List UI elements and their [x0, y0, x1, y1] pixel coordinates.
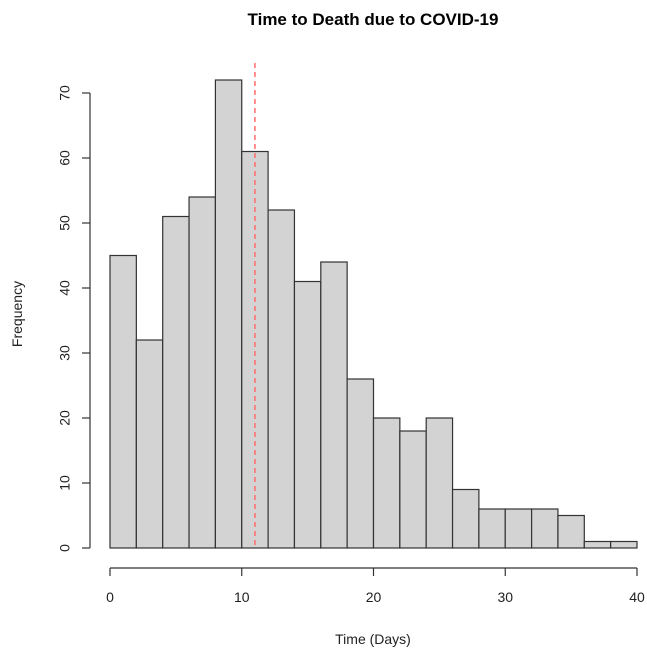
bars-group	[109, 79, 638, 549]
y-tick-label: 20	[57, 410, 73, 426]
y-tick-label: 40	[57, 280, 73, 296]
histogram-bar	[293, 280, 322, 549]
y-tick-label: 10	[57, 475, 73, 491]
x-axis-label: Time (Days)	[335, 631, 411, 647]
y-tick-label: 60	[57, 150, 73, 166]
histogram-bar	[478, 508, 506, 549]
y-tick-label: 50	[57, 215, 73, 231]
histogram-bar	[346, 378, 375, 549]
histogram-bar	[583, 540, 612, 549]
histogram-bar	[557, 514, 585, 549]
chart-title: Time to Death due to COVID-19	[248, 10, 499, 29]
histogram-bar	[372, 417, 401, 549]
x-tick-label: 10	[234, 589, 250, 605]
y-tick-label: 30	[57, 345, 73, 361]
histogram-bar	[320, 261, 348, 549]
histogram-bar	[162, 215, 190, 549]
y-axis: 0 10 20 30 40 50 60 70	[57, 85, 91, 552]
histogram-bar	[109, 254, 137, 549]
x-tick-label: 0	[106, 589, 114, 605]
x-tick-label: 20	[366, 589, 382, 605]
x-axis: 0 10 20 30 40	[106, 567, 645, 605]
histogram-bar	[451, 488, 480, 549]
histogram-bar	[214, 79, 243, 549]
histogram-bar	[188, 196, 217, 549]
y-tick-label: 0	[57, 544, 73, 552]
histogram-bar	[135, 339, 164, 549]
histogram-bar	[530, 508, 559, 549]
histogram-bar	[610, 540, 638, 549]
histogram-bar	[425, 417, 454, 549]
histogram-bar	[267, 209, 296, 549]
x-tick-label: 30	[497, 589, 513, 605]
histogram-bar	[399, 430, 427, 549]
y-tick-label: 70	[57, 85, 73, 101]
histogram-bar	[504, 508, 533, 549]
y-axis-label: Frequency	[9, 281, 25, 347]
x-tick-label: 40	[629, 589, 645, 605]
